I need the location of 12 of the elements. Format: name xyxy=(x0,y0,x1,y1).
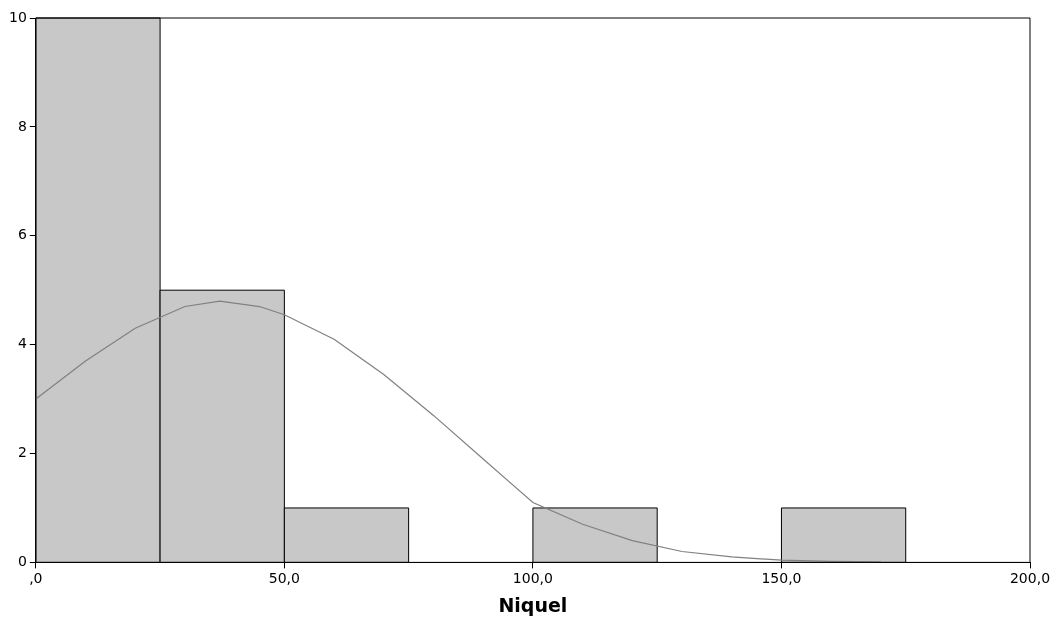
y-tick-label: 8 xyxy=(17,117,27,134)
x-tick-label: 100,0 xyxy=(512,570,553,587)
x-tick-label: ,0 xyxy=(29,570,43,587)
y-tick-label: 2 xyxy=(17,444,27,461)
x-tick-label: 200,0 xyxy=(1009,570,1051,587)
y-tick-label: 10 xyxy=(8,8,27,25)
y-tick-label: 0 xyxy=(17,553,27,570)
x-tick-label: 150,0 xyxy=(761,570,802,587)
y-tick-label: 6 xyxy=(17,226,27,243)
x-axis-title: Niquel xyxy=(498,593,568,616)
y-tick-label: 4 xyxy=(17,335,27,352)
x-tick-label: 50,0 xyxy=(268,570,300,587)
